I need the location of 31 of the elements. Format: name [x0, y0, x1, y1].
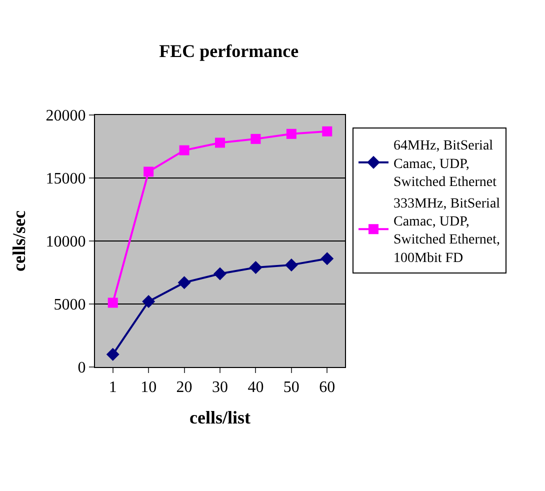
point	[322, 126, 332, 136]
point	[106, 348, 120, 361]
point	[286, 128, 296, 139]
point	[320, 252, 334, 266]
x-tick-label: 40	[248, 379, 264, 396]
point	[284, 258, 298, 272]
y-tick-label: 10000	[46, 234, 86, 251]
y-tick-label: 20000	[46, 108, 86, 125]
legend-label: 333MHz, BitSerial Camac, UDP, Switched Ethernet, 100Mbit FD	[394, 196, 500, 266]
point	[179, 145, 190, 156]
point	[178, 276, 191, 290]
x-tick-label: 60	[319, 379, 336, 396]
y-tick-label: 5000	[54, 296, 86, 314]
point	[108, 298, 118, 308]
point	[214, 267, 226, 280]
point	[249, 260, 262, 274]
x-tick-label: 1	[108, 379, 117, 396]
x-tick-label: 10	[140, 379, 157, 396]
x-axis-title: cells/list	[190, 407, 250, 428]
x-tick-label: 30	[212, 379, 228, 396]
point	[250, 134, 261, 144]
y-tick-label: 0	[78, 360, 86, 377]
point	[215, 138, 225, 148]
y-axis-title: cells/sec	[9, 210, 29, 272]
point	[144, 166, 154, 177]
chart-title: FEC performance	[159, 40, 299, 61]
x-tick-label: 20	[176, 379, 192, 396]
legend-label: 64MHz, BitSerial Camac, UDP, Switched Ethernet	[394, 138, 497, 190]
y-tick-label: 15000	[46, 170, 86, 188]
point	[142, 294, 156, 308]
x-tick-label: 50	[283, 379, 300, 396]
